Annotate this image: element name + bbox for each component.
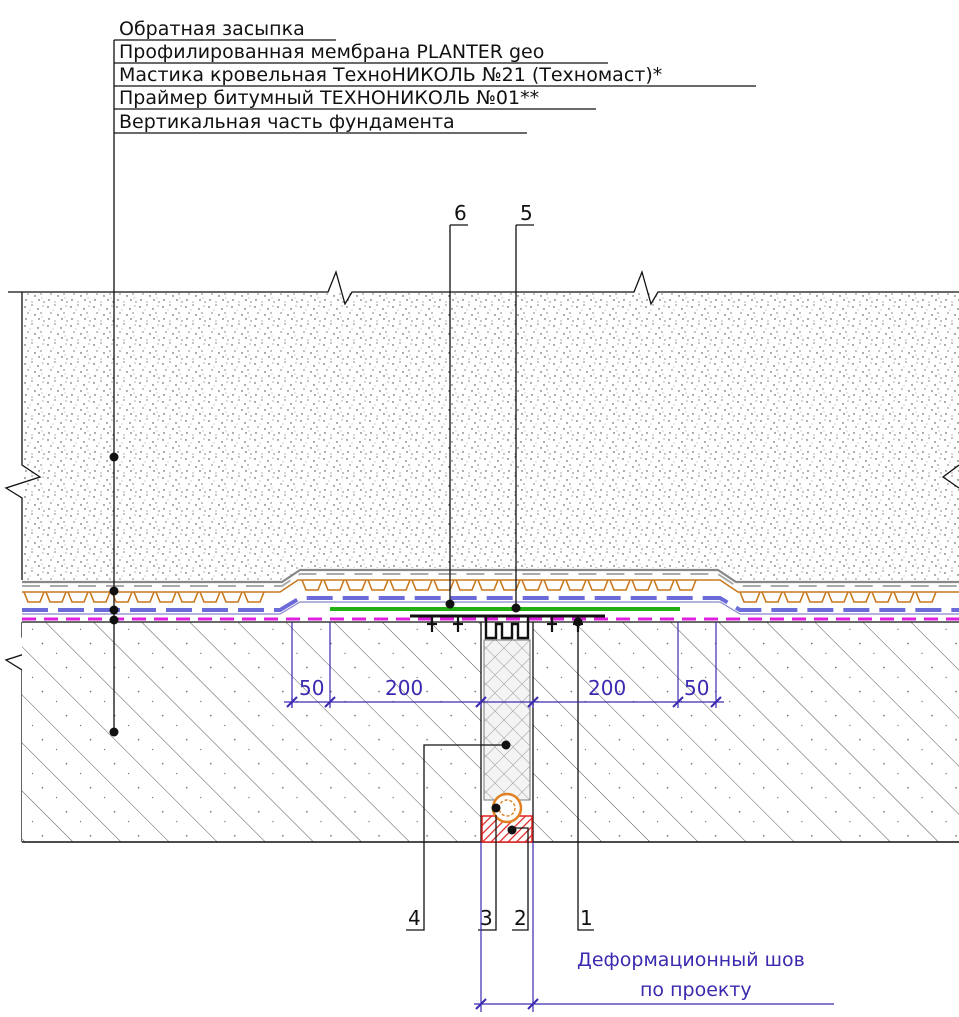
compensator-loop (484, 616, 530, 640)
callout-dots (109, 452, 119, 737)
geotextile-upper (22, 568, 959, 584)
profiled-membrane (22, 579, 959, 593)
callout-membrane: Профилированная мембрана PLANTER geo (119, 41, 544, 63)
geotextile-dashes (22, 573, 959, 587)
mastic-layer (22, 596, 959, 612)
left-break-upper (4, 292, 42, 580)
dim-200-right: 200 (588, 676, 626, 700)
marker-5: 5 (520, 201, 533, 225)
compressible-filler (483, 639, 531, 801)
marker-dots (445, 599, 583, 835)
dimension-ticks (286, 696, 722, 1010)
dim-50-right: 50 (684, 676, 709, 700)
marker-1: 1 (580, 906, 593, 930)
marker-leaders (406, 224, 594, 931)
dim-200-left: 200 (385, 676, 423, 700)
joint-note-line1: Деформационный шов (577, 949, 805, 971)
dim-50-left: 50 (299, 676, 324, 700)
foundation-right (533, 622, 959, 842)
backfill-soil (22, 292, 959, 580)
callout-foundation: Вертикальная часть фундамента (119, 111, 455, 133)
marker-2: 2 (514, 906, 527, 930)
joint-note-line2: по проекту (640, 979, 752, 1001)
callout-backfill: Обратная засыпка (119, 18, 305, 40)
marker-6: 6 (454, 201, 467, 225)
marker-3: 3 (480, 906, 493, 930)
right-break-upper (941, 464, 959, 489)
callout-leaders (113, 39, 756, 735)
callout-mastic: Мастика кровельная ТехноНИКОЛЬ №21 (Техн… (119, 64, 662, 86)
backer-rod-inner (498, 799, 516, 817)
break-mark-left (320, 269, 959, 306)
marker-4: 4 (408, 906, 421, 930)
mastic-edge (22, 601, 959, 615)
callout-primer: Праймер битумный ТЕХНОНИКОЛЬ №01** (119, 87, 539, 109)
foundation-left (22, 622, 481, 842)
membrane-studs (23, 579, 937, 603)
